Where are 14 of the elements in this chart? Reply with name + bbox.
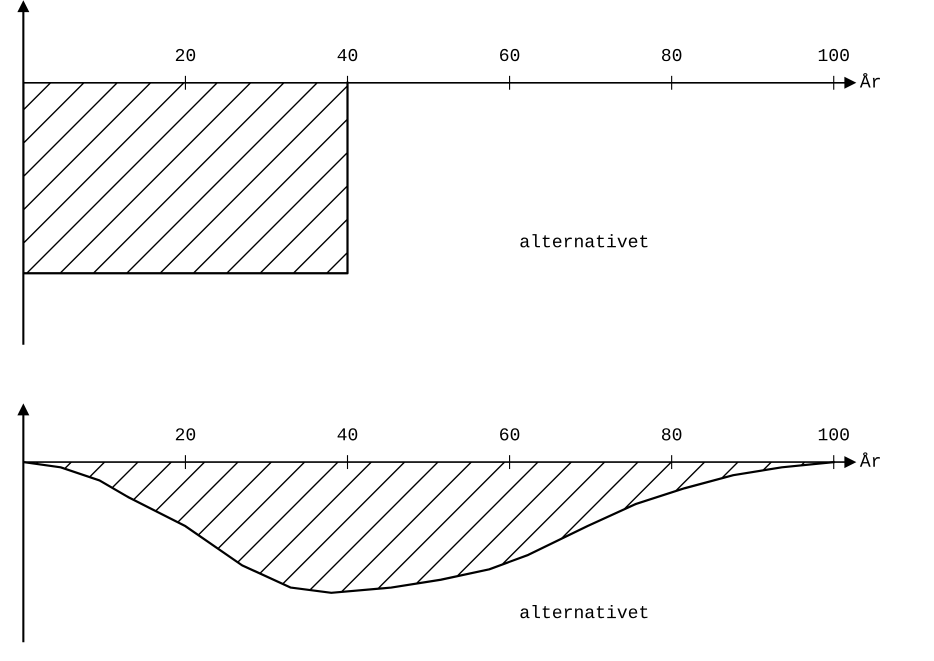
x-tick-label: 100 (818, 428, 849, 440)
text: alternativet (520, 604, 648, 618)
x-tick-label: 60 (500, 48, 520, 62)
x-tick-label: 20 (176, 48, 196, 62)
x-axis-title: År (860, 452, 880, 467)
x-tick-label: 40 (338, 428, 358, 440)
x-tick-label: 40 (338, 48, 358, 62)
x-tick-label: 80 (662, 48, 682, 62)
x-tick-label: 20 (176, 428, 196, 440)
x-tick-label: 60 (500, 428, 520, 440)
x-tick-label: 80 (662, 428, 682, 440)
x-axis-title: År (860, 73, 880, 88)
x-tick-label: 100 (818, 48, 849, 62)
annotation: alternativet (520, 234, 648, 248)
